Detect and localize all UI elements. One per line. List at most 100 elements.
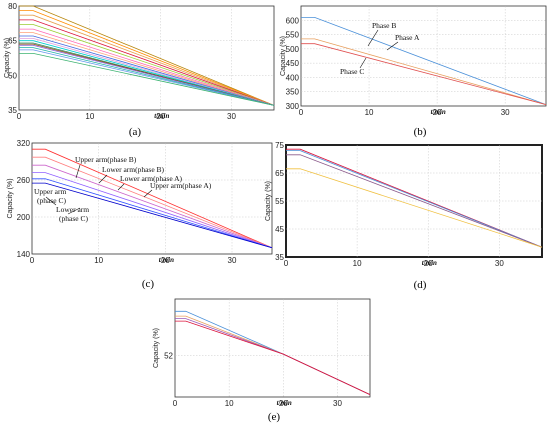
y-axis-label: Capacity (%)	[153, 328, 160, 368]
x-tick-label: 10	[85, 112, 94, 121]
series-line-a-9	[19, 40, 275, 106]
series-line-d-2	[286, 154, 543, 248]
y-axis-label: Capacity (%)	[280, 36, 287, 76]
x-tick-label: 30	[228, 256, 237, 265]
x-tick-label: 30	[333, 399, 342, 408]
series-line-a-12	[19, 44, 275, 106]
x-tick-label: 20	[424, 259, 433, 268]
panel-caption: (e)	[268, 411, 281, 423]
x-tick-label: 10	[225, 399, 234, 408]
series-line-a-2	[19, 14, 275, 106]
annotation-arrow	[67, 207, 81, 215]
y-tick-label: 65	[8, 37, 17, 46]
y-tick-label: 140	[17, 250, 31, 259]
series-line-a-15	[19, 53, 275, 106]
x-tick-label: 20	[279, 399, 288, 408]
x-tick-label: 30	[227, 112, 236, 121]
annotation-label-line2: (phase C)	[37, 196, 66, 205]
annotation-label-line2: (phase C)	[59, 214, 88, 223]
annotation-label: Phase B	[372, 21, 396, 30]
y-tick-label: 600	[286, 16, 300, 25]
panel-caption: (c)	[142, 278, 155, 290]
annotation-label: Phase C	[340, 67, 364, 76]
y-tick-label: 55	[275, 197, 284, 206]
y-tick-label: 400	[286, 73, 300, 82]
annotation-arrow	[367, 29, 379, 47]
annotation-arrow	[75, 164, 81, 179]
chart-c: 0 10 20 30 320 260 200 140 Capacity (%) t/min (c)	[7, 139, 273, 290]
annotation-label: Lower arm(phase A)	[120, 174, 183, 183]
y-tick-label: 550	[286, 31, 300, 40]
x-axis-label: t/min	[154, 112, 169, 120]
x-axis-label: t/min	[422, 259, 437, 267]
annotation-arrow	[117, 183, 125, 191]
plot-frame	[174, 298, 371, 398]
series-line-d-0	[286, 148, 543, 248]
annotation-label: Upper arm	[34, 187, 66, 196]
x-tick-label: 10	[365, 108, 374, 117]
annotation-arrow	[359, 57, 367, 69]
series-line-c-5	[32, 182, 273, 249]
series-line-a-1	[19, 10, 275, 106]
y-axis-label: Capacity (%)	[7, 178, 14, 218]
series-line-e-3	[175, 320, 371, 395]
annotation-label: Lower arm(phase B)	[102, 165, 165, 174]
chart-e: 0 10 20 30 52 Capacity (%) t/min (e)	[153, 298, 371, 423]
series-line-a-3	[19, 19, 275, 106]
series-line-d-3	[286, 168, 543, 248]
x-tick-label: 10	[94, 256, 103, 265]
series-line-c-0	[32, 148, 273, 249]
y-tick-label: 350	[286, 88, 300, 97]
series-line-d-1	[286, 150, 543, 248]
x-tick-label: 0	[284, 259, 289, 268]
y-tick-label: 200	[17, 213, 31, 222]
y-tick-label: 65	[275, 169, 284, 178]
plot-frame	[285, 144, 543, 258]
y-tick-label: 80	[8, 2, 17, 11]
x-axis-label: t/min	[431, 108, 446, 116]
x-tick-label: 30	[495, 259, 504, 268]
y-tick-label: 450	[286, 59, 300, 68]
chart-b: 0 10 20 30 600 550 500 450 400 350 300 Capacity (%)…	[280, 5, 547, 138]
y-tick-label: 35	[8, 106, 17, 115]
x-tick-label: 30	[501, 108, 510, 117]
y-tick-label: 52	[164, 351, 173, 360]
y-tick-label: 320	[17, 139, 31, 148]
series-line-c-1	[32, 156, 273, 249]
annotation-label: Upper arm(phase B)	[75, 155, 137, 164]
panel-caption: (d)	[414, 279, 427, 291]
x-axis-label: t/min	[159, 256, 174, 264]
series-line-b-0	[301, 17, 547, 105]
x-tick-label: 20	[433, 108, 442, 117]
series-line-a-0	[19, 5, 275, 106]
x-axis-label: t/min	[277, 399, 292, 407]
series-line-a-4	[19, 24, 275, 106]
y-tick-label: 500	[286, 45, 300, 54]
x-tick-label: 10	[353, 259, 362, 268]
series-line-c-2	[32, 164, 273, 249]
panel-caption: (a)	[129, 126, 142, 138]
y-tick-label: 300	[286, 102, 300, 111]
y-axis-label: Capacity (%)	[265, 181, 272, 221]
annotation-arrow	[143, 189, 153, 198]
y-axis-label: Capacity (%)	[4, 38, 11, 78]
x-tick-label: 20	[156, 112, 165, 121]
y-tick-label: 50	[8, 71, 17, 80]
y-tick-label: 35	[275, 253, 284, 262]
x-tick-label: 20	[161, 256, 170, 265]
series-line-a-8	[19, 38, 275, 106]
annotation-arrow	[45, 196, 57, 206]
chart-a: 0 10 20 30 35 50 65 80 Capacity (%) t/min (a)	[4, 2, 275, 138]
annotation-arrow	[386, 41, 399, 51]
panel-caption: (b)	[414, 126, 427, 138]
annotation-label: Phase A	[395, 33, 420, 42]
series-line-a-7	[19, 35, 275, 106]
x-tick-label: 0	[173, 399, 178, 408]
y-tick-label: 260	[17, 176, 31, 185]
series-line-b-1	[301, 38, 547, 105]
annotation-arrow	[98, 174, 108, 184]
series-line-a-5	[19, 28, 275, 106]
x-tick-label: 0	[299, 108, 304, 117]
y-tick-label: 75	[275, 141, 284, 150]
